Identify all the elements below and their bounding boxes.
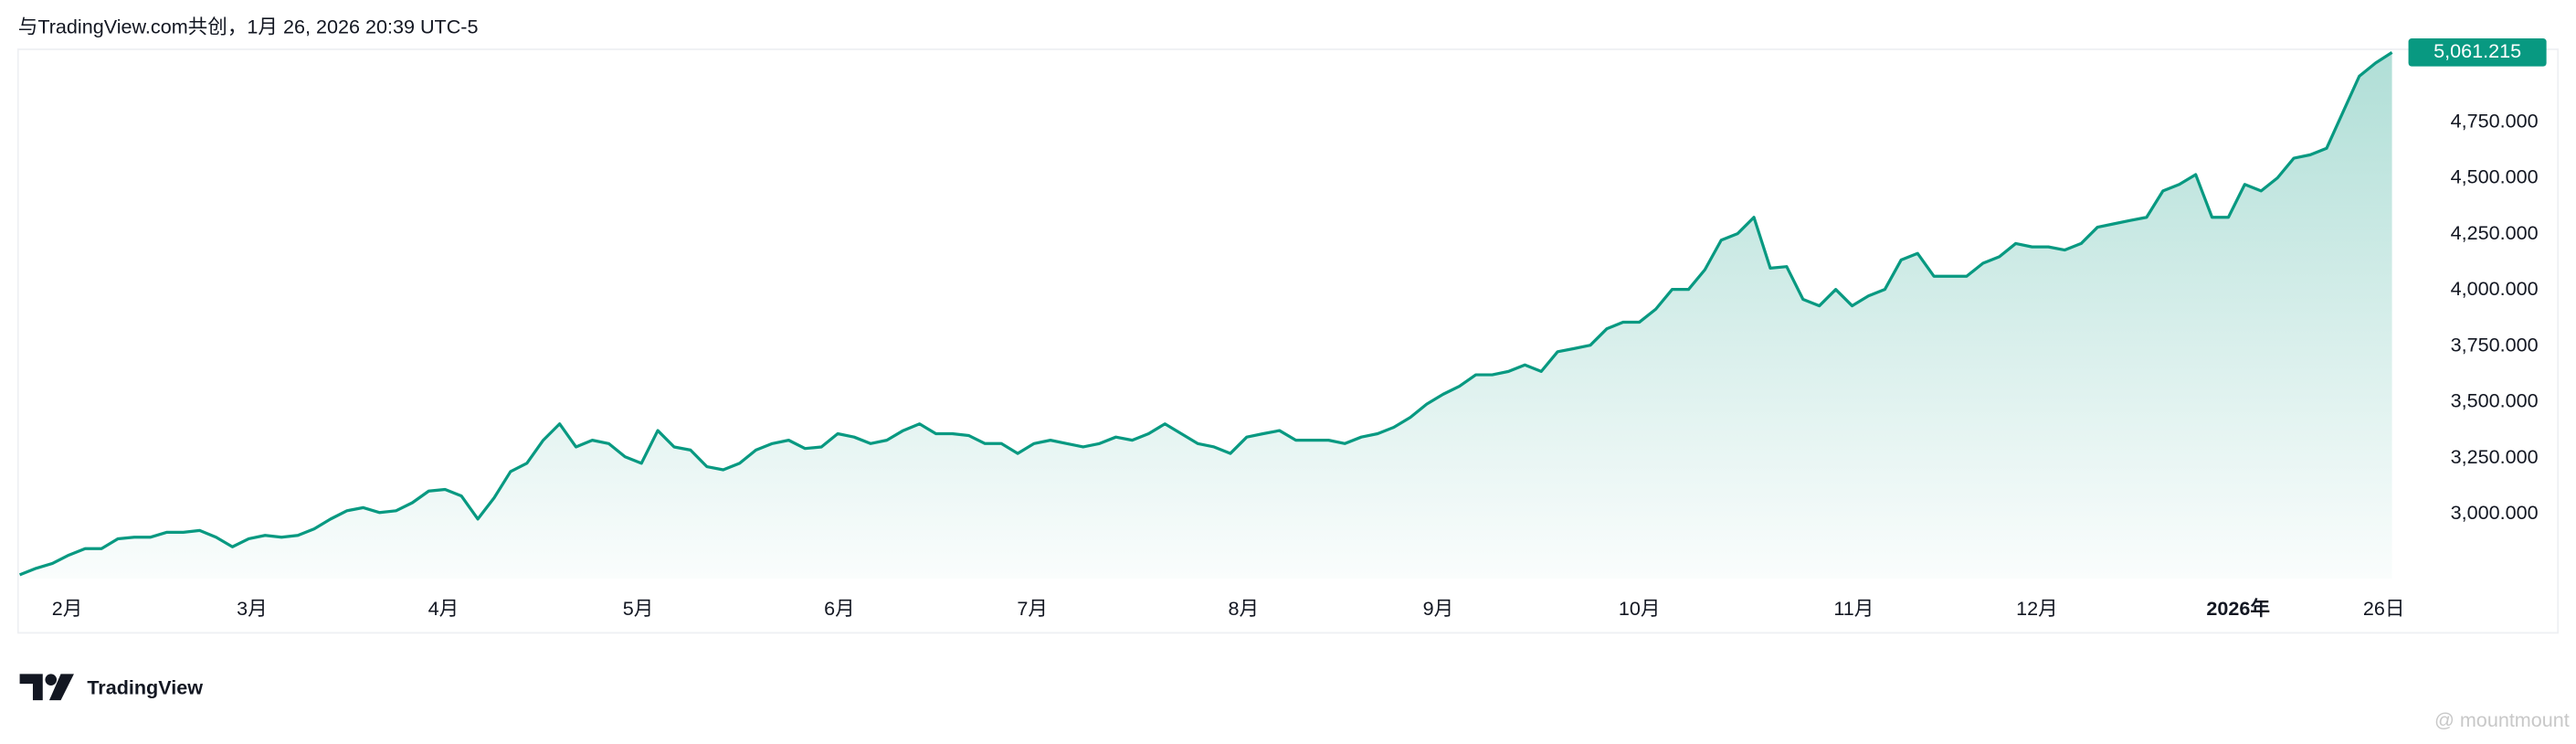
x-tick-label: 6月 <box>824 597 855 620</box>
y-tick-label: 4,000.000 <box>2451 277 2539 300</box>
x-tick-label: 4月 <box>428 597 459 620</box>
x-tick-label: 12月 <box>2016 597 2058 620</box>
brand-name: TradingView <box>87 675 203 698</box>
y-tick-label: 3,250.000 <box>2451 445 2539 468</box>
header: 与TradingView.com共创，1月 26, 2026 20:39 UTC… <box>18 15 479 37</box>
y-tick-label: 3,000.000 <box>2451 501 2539 524</box>
last-value-label: 5,061.215 <box>2433 39 2521 62</box>
x-tick-label: 2026年 <box>2206 597 2270 620</box>
brand-logo: TradingView <box>19 674 203 701</box>
x-tick-label: 9月 <box>1423 597 1454 620</box>
chart-frame <box>16 48 2560 634</box>
x-tick-label: 7月 <box>1017 597 1048 620</box>
watermark: @ mountmount <box>2434 708 2570 731</box>
x-tick-label: 8月 <box>1228 597 1259 620</box>
area-fill <box>19 52 2392 579</box>
plot: 3,000.000 3,250.000 3,500.000 3,750.000 4,00… <box>18 38 2547 620</box>
price-line <box>18 50 2393 577</box>
y-tick-label: 3,750.000 <box>2451 333 2539 356</box>
y-tick-label: 3,500.000 <box>2451 389 2539 412</box>
x-tick-label: 2月 <box>52 597 83 620</box>
y-tick-label: 4,500.000 <box>2451 165 2539 188</box>
last-value-badge <box>2408 38 2547 67</box>
x-tick-label: 10月 <box>1619 597 1661 620</box>
x-tick-label: 5月 <box>623 597 654 620</box>
x-tick-label: 26日 <box>2363 597 2405 620</box>
y-tick-label: 4,250.000 <box>2451 221 2539 244</box>
x-tick-label: 3月 <box>237 597 268 620</box>
x-tick-label: 11月 <box>1833 597 1874 620</box>
y-tick-label: 4,750.000 <box>2451 109 2539 132</box>
